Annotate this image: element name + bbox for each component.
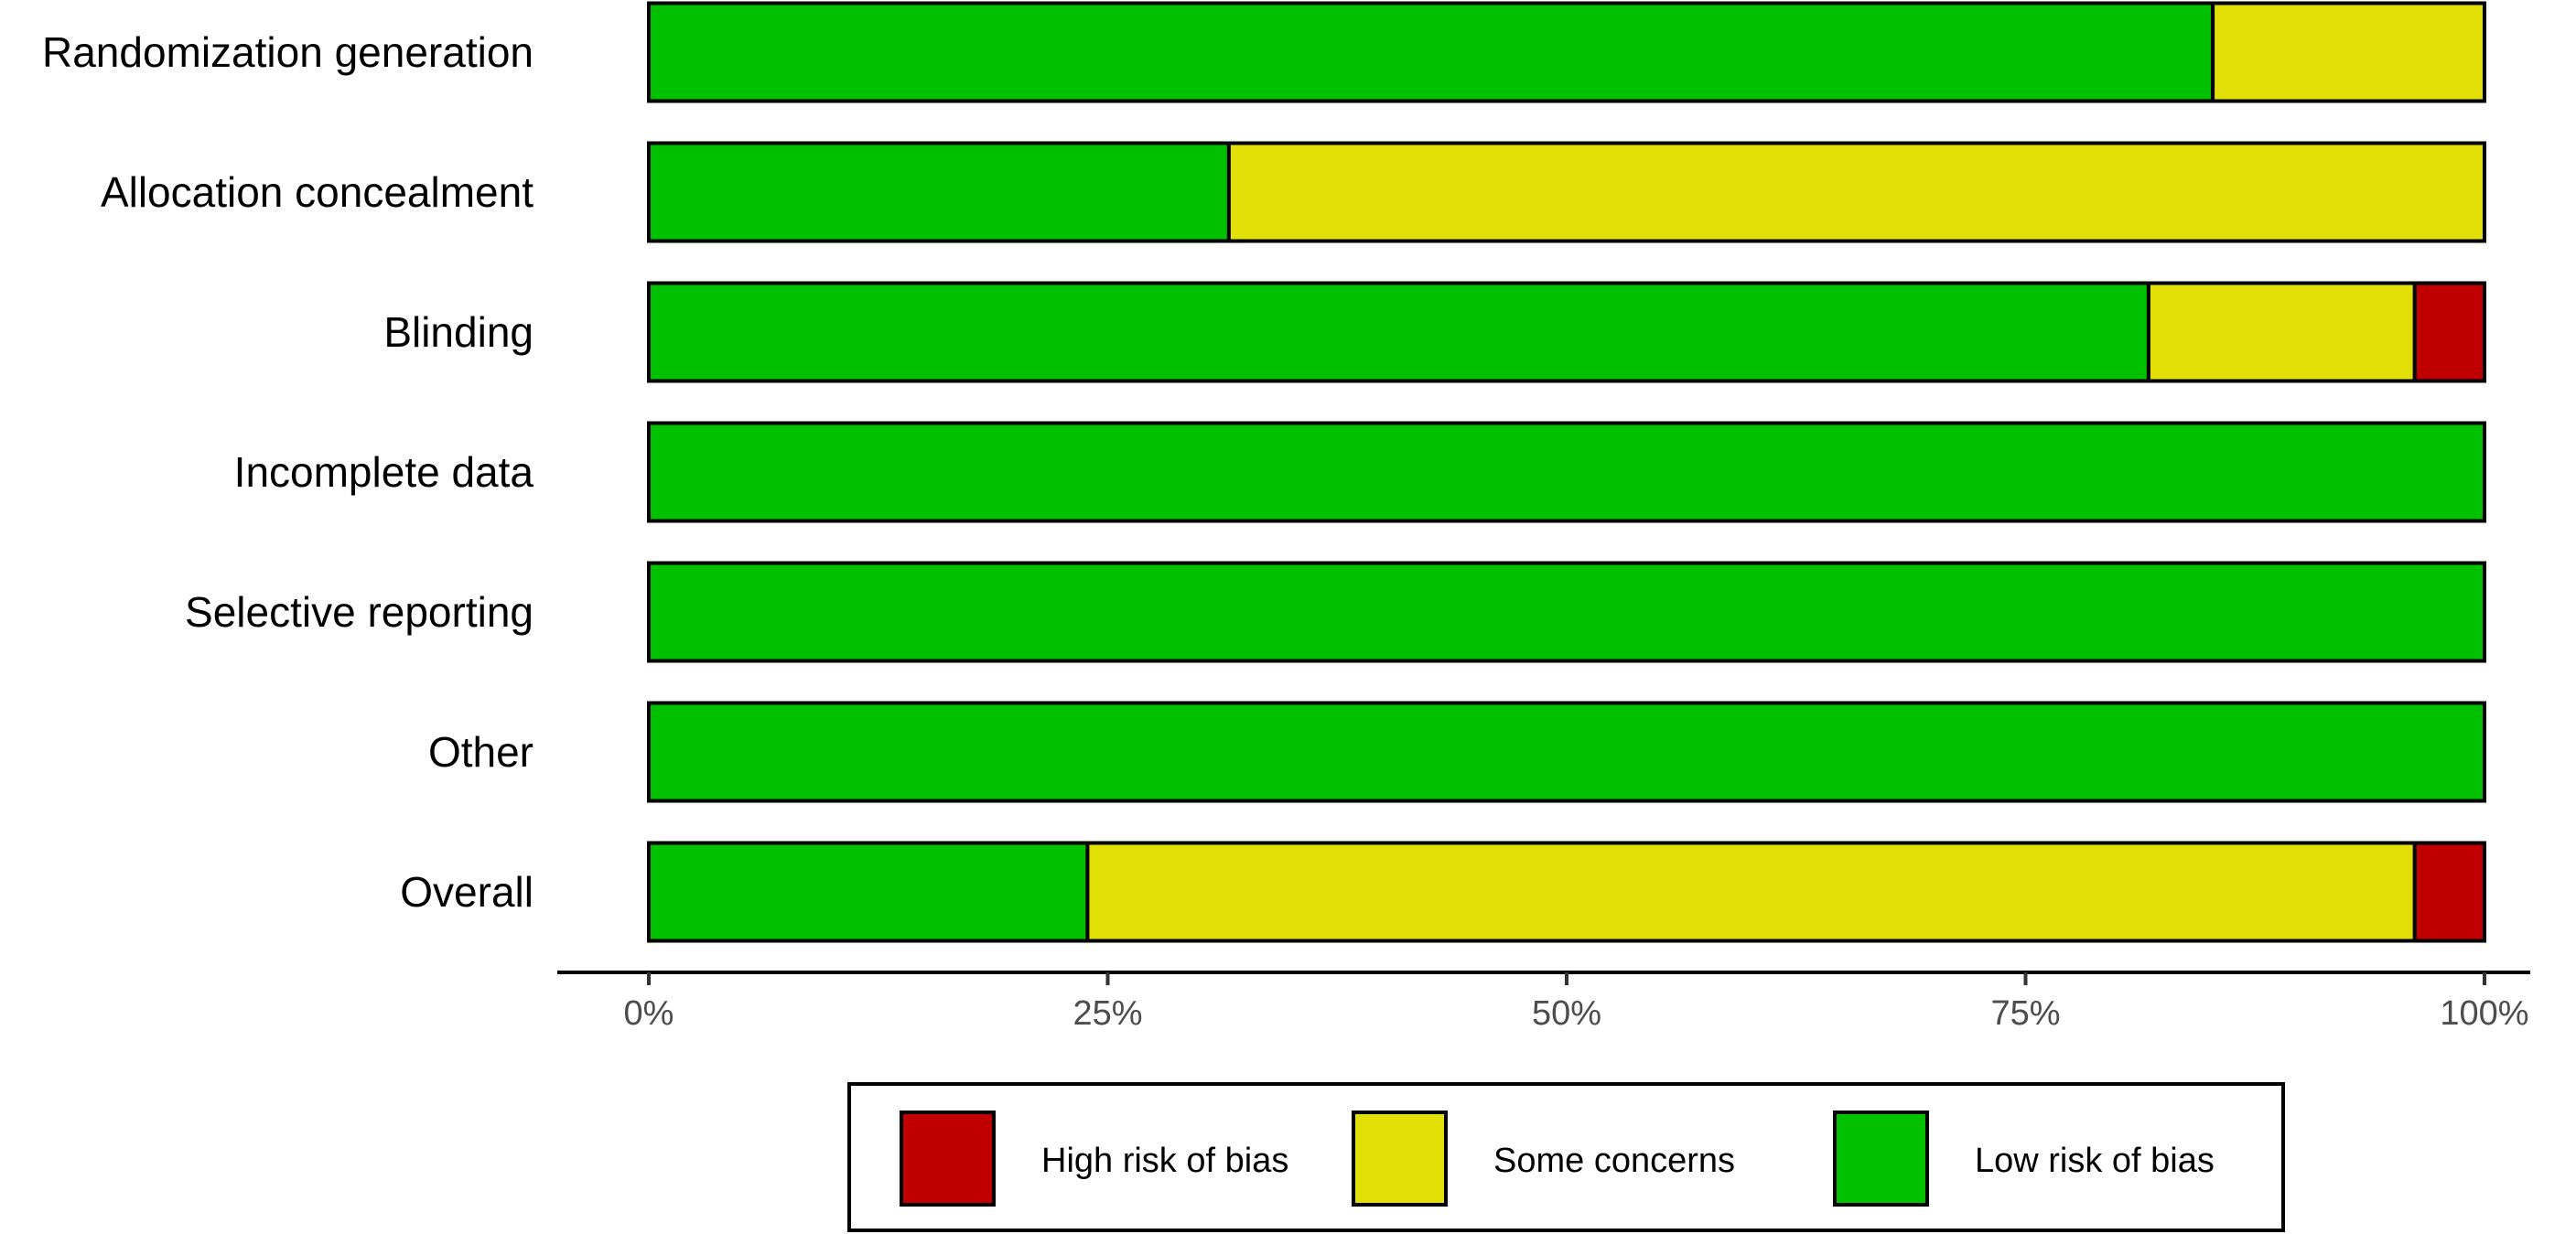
category-label-randomization-generation: Randomization generation [42,28,534,76]
bar-incomplete-data-low-risk-of-bias [647,421,2486,523]
bar-overall-high-risk-of-bias [2412,841,2486,943]
legend-label-low-risk-of-bias: Low risk of bias [1975,1142,2215,1180]
bar-allocation-concealment-low-risk-of-bias [647,141,1231,243]
x-tick-label: 50% [1532,994,1601,1033]
category-labels: Randomization generation Allocation conce… [42,28,534,916]
category-label-allocation-concealment: Allocation concealment [101,168,534,216]
x-tick-label: 75% [1990,994,2060,1033]
category-label-overall: Overall [400,868,534,916]
bar-randomization-generation-low-risk-of-bias [647,1,2215,103]
legend-label-some-concerns: Some concerns [1493,1142,1735,1180]
x-axis: 0% 25% 50% 75% 100% [557,971,2530,1033]
category-label-incomplete-data: Incomplete data [234,448,534,496]
legend-box [847,1082,2285,1232]
bar-other-low-risk-of-bias [647,701,2486,803]
legend: High risk of bias Some concerns Low risk o… [847,1082,2285,1232]
bar-blinding-high-risk-of-bias [2412,281,2486,383]
category-label-blinding: Blinding [383,308,534,356]
legend-label-high-risk-of-bias: High risk of bias [1041,1142,1288,1180]
x-tick-label: 25% [1072,994,1142,1033]
x-tick-label: 100% [2440,994,2528,1033]
bars [647,1,2487,943]
bar-blinding-some-concerns [2146,281,2417,383]
bar-selective-reporting-low-risk-of-bias [647,561,2486,663]
bar-overall-low-risk-of-bias [647,841,1090,943]
legend-key-low-risk-of-bias [1833,1111,1929,1207]
bar-allocation-concealment-some-concerns [1226,141,2486,243]
legend-key-high-risk-of-bias [900,1111,996,1207]
x-tick-label: 0% [624,994,674,1033]
bar-blinding-low-risk-of-bias [647,281,2150,383]
legend-key-some-concerns [1352,1111,1448,1207]
bar-overall-some-concerns [1085,841,2417,943]
category-label-selective-reporting: Selective reporting [185,588,534,636]
category-label-other: Other [428,728,534,776]
bar-randomization-generation-some-concerns [2211,1,2487,103]
